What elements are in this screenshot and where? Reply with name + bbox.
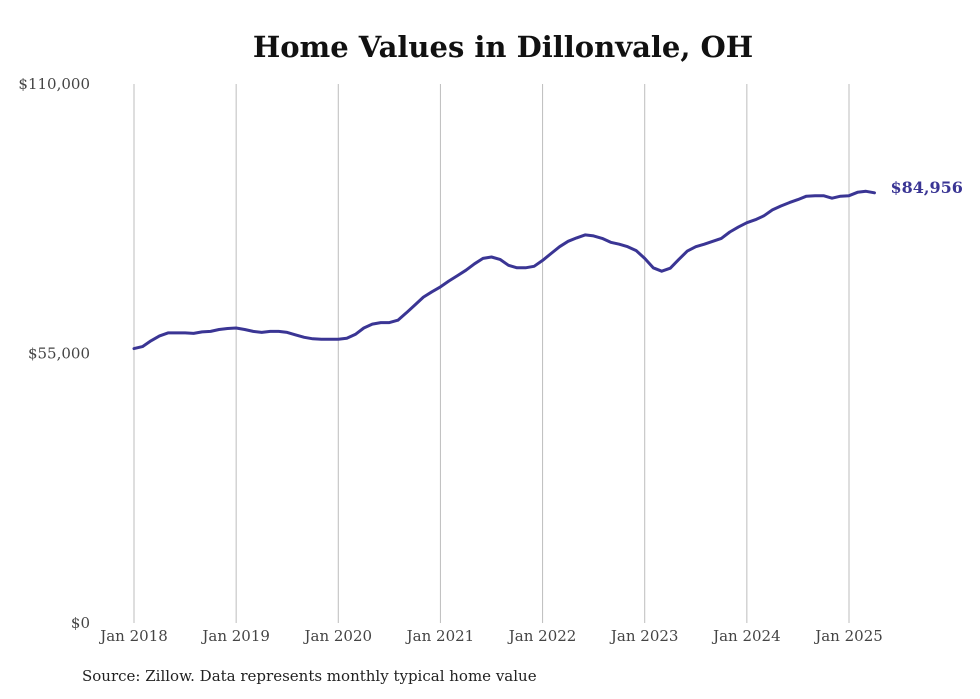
y-tick-label: $55,000 [28,345,90,363]
series-line [132,189,876,351]
end-value-label: $84,956 [891,178,963,197]
x-tick-label: Jan 2020 [303,627,373,645]
x-tick-label: Jan 2019 [200,627,270,645]
axis-ticks: Jan 2018 Jan 2019 Jan 2020 Jan 2021 Jan 2022… [18,75,882,645]
source-note: Source: Zillow. Data represents monthly … [82,667,537,685]
gridlines [133,84,850,623]
x-tick-label: Jan 2022 [507,627,577,645]
series-layer [132,189,876,351]
x-tick-label: Jan 2023 [609,627,679,645]
label-layer: $84,956 [891,178,963,197]
x-tick-label: Jan 2018 [98,627,168,645]
x-tick-label: Jan 2024 [711,627,781,645]
y-tick-label: $110,000 [18,75,90,93]
y-tick-label: $0 [71,614,90,632]
x-tick-label: Jan 2021 [405,627,475,645]
chart-title: Home Values in Dillonvale, OH [252,30,754,64]
x-tick-label: Jan 2025 [813,627,883,645]
